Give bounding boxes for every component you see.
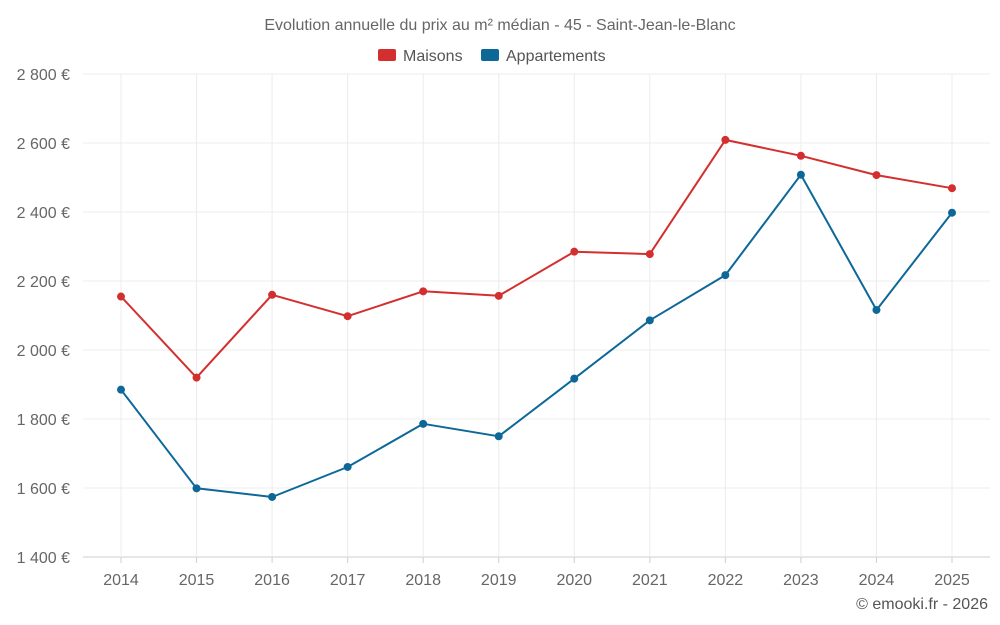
data-point-maisons[interactable]: [570, 247, 579, 256]
y-tick-label: 2 800 €: [17, 67, 70, 84]
axis-layer: 1 400 € 1 600 € 1 800 € 2 000 € 2 200 € 2 400…: [17, 67, 970, 589]
y-tick-label: 2 600 €: [17, 136, 70, 153]
legend-item-maisons[interactable]: Maisons: [378, 48, 463, 65]
x-tick-label: 2018: [405, 572, 441, 589]
legend: Maisons Appartements: [378, 48, 606, 65]
legend-item-appartements[interactable]: Appartements: [481, 48, 606, 65]
data-point-maisons[interactable]: [948, 184, 956, 193]
data-point-appartements[interactable]: [645, 316, 654, 325]
x-tick-label: 2019: [481, 572, 517, 589]
x-tick-label: 2020: [556, 572, 592, 589]
data-point-appartements[interactable]: [721, 271, 730, 280]
data-point-appartements[interactable]: [494, 432, 503, 441]
x-tick-label: 2014: [103, 572, 139, 589]
data-point-maisons[interactable]: [872, 171, 881, 180]
chart-title: Evolution annuelle du prix au m² médian …: [264, 17, 735, 34]
x-tick-label: 2017: [330, 572, 366, 589]
legend-swatch-maisons: [378, 49, 396, 61]
data-point-maisons[interactable]: [117, 292, 125, 301]
series-layer: [117, 135, 956, 501]
y-tick-label: 1 800 €: [17, 412, 70, 429]
data-point-maisons[interactable]: [192, 373, 201, 382]
y-tick-label: 1 400 €: [17, 550, 70, 567]
data-point-appartements[interactable]: [343, 462, 352, 471]
x-tick-label: 2022: [708, 572, 744, 589]
data-point-appartements[interactable]: [419, 419, 428, 428]
y-tick-label: 2 400 €: [17, 205, 70, 222]
y-tick-label: 2 000 €: [17, 343, 70, 360]
data-point-maisons[interactable]: [419, 287, 428, 296]
y-tick-label: 2 200 €: [17, 274, 70, 291]
series-line-maisons[interactable]: [120, 138, 953, 379]
data-point-maisons[interactable]: [796, 151, 805, 160]
x-tick-label: 2021: [632, 572, 668, 589]
credit-text[interactable]: © emooki.fr - 2026: [856, 596, 988, 613]
data-point-maisons[interactable]: [268, 290, 277, 299]
legend-label-appartements: Appartements: [506, 48, 606, 65]
data-point-maisons[interactable]: [645, 250, 654, 259]
x-tick-label: 2025: [934, 572, 970, 589]
data-point-appartements[interactable]: [570, 374, 579, 383]
x-tick-label: 2015: [179, 572, 215, 589]
x-tick-label: 2016: [254, 572, 290, 589]
x-tick-label: 2023: [783, 572, 819, 589]
data-point-appartements[interactable]: [872, 305, 881, 314]
data-point-maisons[interactable]: [494, 291, 503, 300]
data-point-appartements[interactable]: [192, 484, 201, 493]
data-point-appartements[interactable]: [948, 208, 956, 217]
data-point-maisons[interactable]: [343, 312, 352, 321]
x-tick-label: 2024: [859, 572, 895, 589]
series-line-appartements[interactable]: [120, 173, 953, 498]
data-point-maisons[interactable]: [721, 135, 730, 144]
y-tick-label: 1 600 €: [17, 481, 70, 498]
data-point-appartements[interactable]: [117, 385, 125, 394]
legend-label-maisons: Maisons: [403, 48, 463, 65]
legend-swatch-appartements: [481, 49, 499, 61]
grid-layer: [83, 73, 990, 558]
data-point-appartements[interactable]: [268, 492, 277, 501]
data-point-appartements[interactable]: [796, 170, 805, 179]
